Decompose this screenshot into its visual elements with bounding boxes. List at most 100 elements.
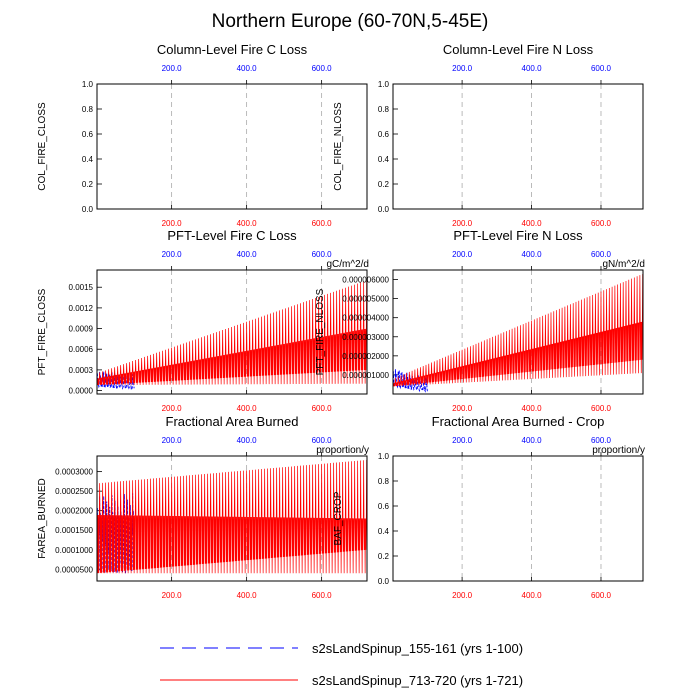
y-tick-label: 0.0000500 — [55, 565, 93, 574]
y-tick-label: 0.000003000 — [342, 333, 389, 342]
y-tick-label: 0.4 — [82, 155, 94, 164]
panel-pft_fire_closs: PFT-Level Fire C Loss 200.0 200.0 400.0 400.… — [37, 228, 369, 413]
x-tick-label-bottom: 600.0 — [312, 219, 333, 228]
x-tick-label-top: 400.0 — [237, 64, 258, 73]
x-tick-label-bottom: 400.0 — [237, 591, 258, 600]
y-tick-label: 0.000002000 — [342, 352, 389, 361]
y-axis-label: PFT_FIRE_CLOSS — [37, 288, 48, 375]
x-tick-label-bottom: 200.0 — [162, 591, 183, 600]
x-tick-label-bottom: 200.0 — [452, 404, 473, 413]
x-tick-label-top: 200.0 — [452, 250, 473, 259]
y-tick-label: 0.2 — [378, 552, 390, 561]
x-tick-label-bottom: 400.0 — [522, 591, 543, 600]
y-tick-label: 0.6 — [82, 130, 94, 139]
series-line-red — [392, 273, 644, 387]
figure-title: Northern Europe (60-70N,5-45E) — [212, 11, 489, 32]
legend-label-2: s2sLandSpinup_713-720 (yrs 1-721) — [312, 673, 523, 688]
y-tick-label: 0.0 — [378, 577, 390, 586]
y-tick-label: 0.0 — [378, 205, 390, 214]
y-tick-label: 0.6 — [378, 502, 390, 511]
x-tick-label-top: 400.0 — [522, 436, 543, 445]
panel-title: Fractional Area Burned — [166, 414, 299, 429]
x-tick-label-top: 200.0 — [452, 436, 473, 445]
units-label: gC/m^2/d — [327, 259, 370, 270]
x-tick-label-bottom: 600.0 — [591, 219, 612, 228]
x-tick-label-bottom: 400.0 — [237, 404, 258, 413]
x-tick-label-bottom: 200.0 — [162, 404, 183, 413]
y-tick-label: 0.0001000 — [55, 546, 93, 555]
y-tick-label: 0.8 — [378, 105, 390, 114]
x-tick-label-top: 400.0 — [237, 436, 258, 445]
y-axis-label: FAREA_BURNED — [37, 478, 48, 559]
panel-title: PFT-Level Fire C Loss — [167, 228, 297, 243]
y-tick-label: 1.0 — [378, 80, 390, 89]
y-tick-label: 0.000001000 — [342, 371, 389, 380]
plot-frame — [392, 83, 644, 210]
y-tick-label: 0.0009 — [69, 325, 94, 334]
units-label: proportion/y — [592, 445, 645, 456]
x-tick-label-top: 600.0 — [312, 64, 333, 73]
y-tick-label: 0.2 — [82, 180, 94, 189]
x-tick-label-top: 200.0 — [162, 64, 183, 73]
x-tick-label-top: 600.0 — [591, 436, 612, 445]
x-tick-label-bottom: 600.0 — [312, 404, 333, 413]
x-tick-label-bottom: 200.0 — [162, 219, 183, 228]
y-tick-label: 0.0 — [82, 205, 94, 214]
panel-farea_burned: Fractional Area Burned 200.0 200.0 400.0 400… — [37, 414, 369, 600]
plot-frame — [96, 455, 368, 582]
x-tick-label-bottom: 200.0 — [452, 219, 473, 228]
y-tick-label: 0.2 — [378, 180, 390, 189]
y-tick-label: 0.000006000 — [342, 276, 389, 285]
panel-baf_crop: Fractional Area Burned - Crop 200.0 200.0 4… — [333, 414, 645, 600]
plot-frame — [392, 269, 644, 395]
y-axis-label: BAF_CROP — [333, 491, 344, 545]
y-axis-label: COL_FIRE_CLOSS — [37, 102, 48, 191]
series-line-red — [96, 280, 368, 386]
x-tick-label-bottom: 400.0 — [522, 219, 543, 228]
x-tick-label-top: 200.0 — [162, 250, 183, 259]
y-tick-label: 0.0002500 — [55, 487, 93, 496]
y-tick-label: 0.0015 — [69, 283, 94, 292]
y-tick-label: 1.0 — [378, 452, 390, 461]
series-line-red — [96, 459, 368, 574]
y-tick-label: 0.0003000 — [55, 468, 93, 477]
y-axis-label: PFT_FIRE_NLOSS — [315, 288, 326, 375]
y-tick-label: 0.4 — [378, 527, 390, 536]
y-tick-label: 0.0003 — [69, 366, 94, 375]
panel-pft_fire_nloss: PFT-Level Fire N Loss 200.0 200.0 400.0 400.… — [315, 228, 645, 413]
panel-col_fire_closs: Column-Level Fire C Loss 200.0 200.0 400.0 4… — [37, 42, 368, 228]
x-tick-label-bottom: 600.0 — [591, 591, 612, 600]
legend: s2sLandSpinup_155-161 (yrs 1-100) s2sLand… — [160, 641, 523, 688]
x-tick-label-bottom: 600.0 — [591, 404, 612, 413]
plot-frame — [392, 455, 644, 582]
y-tick-label: 0.8 — [82, 105, 94, 114]
y-tick-label: 0.0000 — [69, 387, 94, 396]
x-tick-label-bottom: 600.0 — [312, 591, 333, 600]
units-label: proportion/y — [316, 445, 369, 456]
x-tick-label-bottom: 200.0 — [452, 591, 473, 600]
plot-frame — [96, 83, 368, 210]
y-tick-label: 0.000005000 — [342, 295, 389, 304]
x-tick-label-top: 600.0 — [591, 250, 612, 259]
y-axis-label: COL_FIRE_NLOSS — [333, 102, 344, 191]
chart-panels: Column-Level Fire C Loss 200.0 200.0 400.0 4… — [37, 42, 645, 600]
panel-title: Fractional Area Burned - Crop — [432, 414, 605, 429]
panel-col_fire_nloss: Column-Level Fire N Loss 200.0 200.0 400.0 4… — [333, 42, 644, 228]
x-tick-label-top: 200.0 — [452, 64, 473, 73]
x-tick-label-top: 200.0 — [162, 436, 183, 445]
plot-frame — [96, 269, 368, 395]
y-tick-label: 0.0012 — [69, 304, 94, 313]
x-tick-label-top: 400.0 — [522, 64, 543, 73]
x-tick-label-top: 600.0 — [312, 436, 333, 445]
y-tick-label: 0.6 — [378, 130, 390, 139]
units-label: gN/m^2/d — [603, 259, 646, 270]
y-tick-label: 0.000004000 — [342, 314, 389, 323]
y-tick-label: 0.4 — [378, 155, 390, 164]
panel-title: PFT-Level Fire N Loss — [453, 228, 583, 243]
x-tick-label-top: 600.0 — [312, 250, 333, 259]
y-tick-label: 1.0 — [82, 80, 94, 89]
x-tick-label-top: 600.0 — [591, 64, 612, 73]
y-tick-label: 0.0006 — [69, 345, 94, 354]
y-tick-label: 0.8 — [378, 477, 390, 486]
